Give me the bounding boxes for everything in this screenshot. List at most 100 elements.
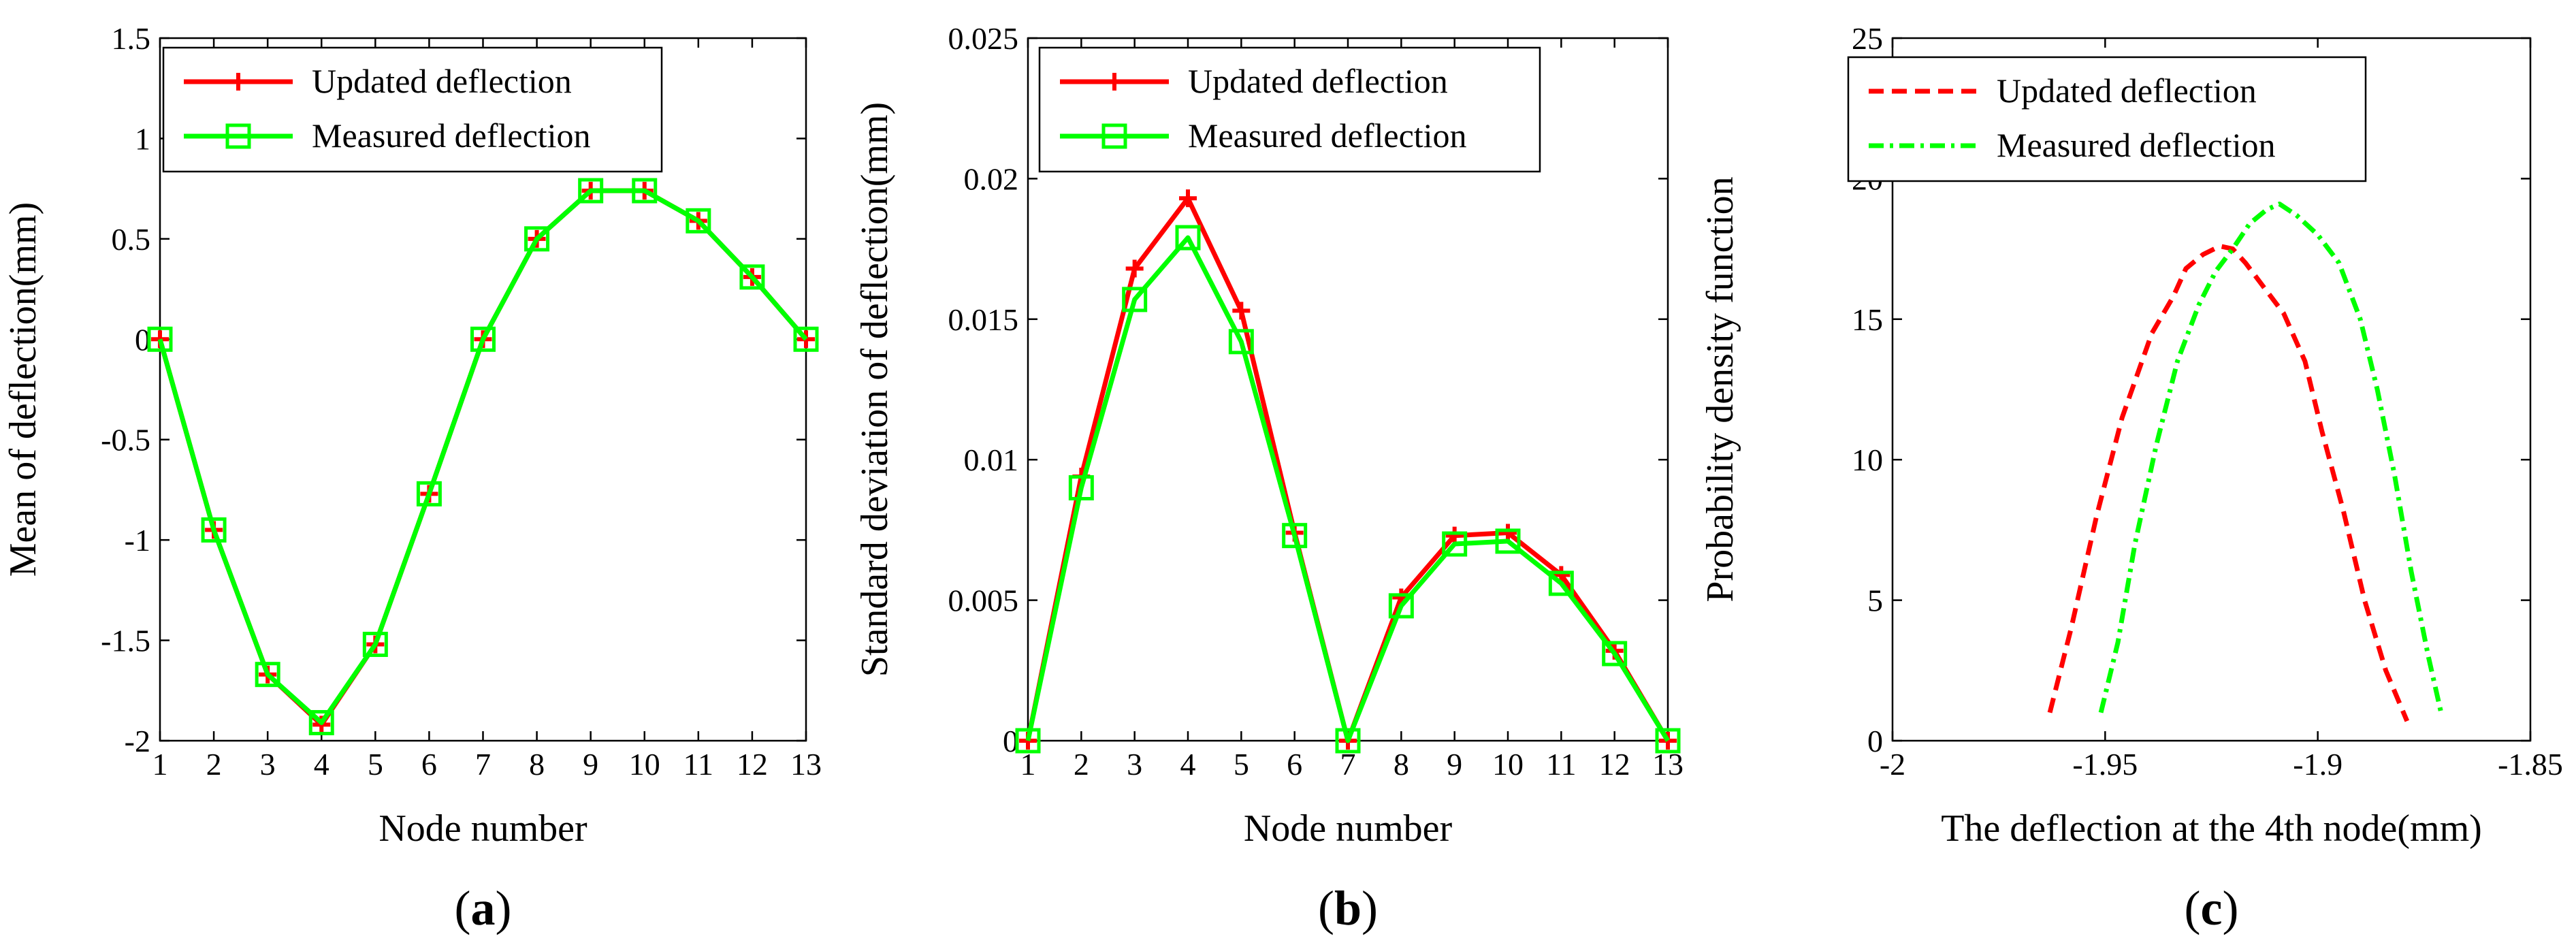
y-tick-label: 0.005 [948, 583, 1019, 618]
y-tick-label: -0.5 [101, 423, 150, 458]
x-tick-label: 11 [1546, 747, 1576, 782]
x-tick-label: 12 [737, 747, 768, 782]
series-line [2047, 244, 2410, 722]
chart-panel-a: 1 2 3 4 5 6 7 8 9 10 11 12 13-2-1.5-1-0.500.511.5Nod… [2, 21, 822, 935]
caption-letter: c [2201, 881, 2223, 935]
x-tick-label: 11 [683, 747, 713, 782]
x-tick-label: 6 [421, 747, 437, 782]
data-point-plus [1499, 524, 1517, 542]
data-point-square [1655, 728, 1681, 754]
data-point-square [739, 264, 765, 290]
caption-open-paren: ( [1318, 881, 1334, 935]
x-tick-label: 4 [1180, 747, 1196, 782]
data-point-square [1495, 528, 1521, 554]
y-tick-label: 0.01 [964, 443, 1019, 477]
data-point-plus [1232, 302, 1251, 320]
y-tick-label: 0 [1003, 724, 1018, 758]
data-point-plus [1445, 526, 1464, 545]
y-tick-label: 0 [135, 322, 150, 357]
chart-panel-b: 1 2 3 4 5 6 7 8 9 10 11 12 1300.0050.010.0150.020.02… [854, 21, 1684, 935]
data-point-square [686, 208, 711, 234]
panel-caption: (b) [1318, 881, 1378, 935]
series-measured-deflection [1015, 225, 1681, 754]
data-point-square [632, 178, 658, 204]
series-measured-deflection [147, 178, 819, 735]
data-point-plus [1125, 259, 1144, 278]
legend-box [1038, 46, 1541, 173]
x-tick-label: 13 [790, 747, 822, 782]
x-tick-label: -2 [1880, 747, 1905, 782]
x-tick-label: 12 [1599, 747, 1630, 782]
legend: Updated deflection Measured deflection [162, 46, 663, 173]
data-point-square [524, 226, 550, 252]
y-tick-label: 0.02 [964, 161, 1019, 196]
data-point-plus [229, 73, 247, 91]
data-point-square [470, 326, 496, 352]
x-tick-label: 5 [368, 747, 383, 782]
y-tick-label: 25 [1852, 21, 1883, 56]
caption-open-paren: ( [455, 881, 471, 935]
data-point-square [1175, 225, 1201, 251]
y-tick-label: 1.5 [112, 21, 151, 56]
x-tick-label: 1 [1020, 747, 1036, 782]
data-point-square [578, 178, 604, 204]
x-tick-label: 8 [1394, 747, 1409, 782]
data-point-square [793, 326, 819, 352]
data-point-square [416, 481, 442, 507]
legend-label: Measured deflection [312, 116, 591, 155]
series-line [1025, 235, 1670, 743]
data-point-square [1282, 523, 1308, 549]
data-point-square [255, 662, 280, 688]
caption-close-paren: ) [496, 881, 512, 935]
x-tick-label: 2 [206, 747, 222, 782]
x-tick-label: 2 [1074, 747, 1089, 782]
series-line [157, 188, 808, 725]
x-tick-label: -1.85 [2498, 747, 2563, 782]
x-tick-label: 5 [1234, 747, 1249, 782]
x-tick-label: 4 [314, 747, 329, 782]
panel-caption: (a) [455, 881, 512, 935]
data-point-square [1548, 571, 1574, 596]
legend-label: Updated deflection [312, 62, 572, 100]
series-measured-deflection [2098, 202, 2444, 713]
x-tick-label: 10 [629, 747, 660, 782]
data-point-plus [1179, 189, 1197, 208]
data-point-square [1228, 329, 1254, 355]
series-line [2098, 202, 2444, 713]
data-point-square [147, 326, 173, 352]
y-tick-label: 10 [1852, 443, 1883, 477]
x-tick-label: 6 [1287, 747, 1302, 782]
x-tick-label: 9 [583, 747, 598, 782]
y-tick-label: -1.5 [101, 624, 150, 658]
y-tick-label: 1 [135, 121, 150, 156]
y-axis-label: Mean of deflection(mm) [2, 202, 44, 577]
legend-label: Updated deflection [1188, 62, 1448, 100]
y-axis-label: Probability density function [1699, 176, 1741, 602]
data-point-square [1068, 475, 1094, 500]
data-point-square [1101, 123, 1127, 149]
x-tick-label: 3 [260, 747, 276, 782]
y-tick-label: 0.025 [948, 21, 1019, 56]
legend: Updated deflection Measured deflection [1038, 46, 1541, 173]
y-tick-label: 0 [1867, 724, 1883, 758]
y-axis-label: Standard deviation of deflection(mm) [854, 102, 896, 677]
y-tick-label: -1 [125, 523, 150, 558]
y-tick-label: 15 [1852, 302, 1883, 337]
series-updated-deflection [2047, 244, 2410, 722]
caption-letter: a [471, 881, 496, 935]
x-tick-label: 7 [1340, 747, 1356, 782]
chart-panel-c: -2-1.95-1.9-1.850510152025The deflection… [1699, 21, 2563, 935]
x-tick-label: -1.9 [2293, 747, 2342, 782]
y-tick-label: 0.015 [948, 302, 1019, 337]
x-tick-label: 1 [152, 747, 168, 782]
y-tick-label: 5 [1867, 583, 1883, 618]
data-point-square [362, 631, 388, 657]
data-point-square [1388, 593, 1414, 619]
x-tick-label: 9 [1447, 747, 1462, 782]
x-tick-label: 8 [529, 747, 545, 782]
x-tick-label: -1.95 [2072, 747, 2138, 782]
y-tick-label: -2 [125, 724, 150, 758]
data-point-plus [1106, 73, 1123, 91]
legend-box [162, 46, 663, 173]
